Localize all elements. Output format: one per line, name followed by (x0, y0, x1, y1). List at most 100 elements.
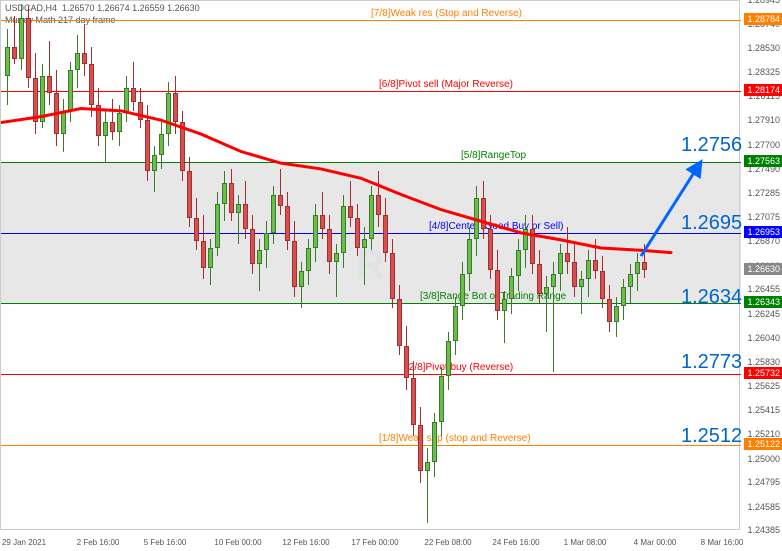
candle (348, 181, 353, 227)
symbol-label: USDCAD,H4 (5, 3, 57, 13)
candle (453, 297, 458, 355)
y-tick: 1.27700 (747, 140, 780, 150)
x-tick: 5 Feb 16:00 (144, 538, 187, 547)
price-badge: 1.25122 (744, 438, 782, 450)
candle (397, 285, 402, 355)
candle (61, 99, 66, 151)
candle (166, 82, 171, 146)
candle (530, 215, 535, 273)
y-tick: 1.28945 (747, 0, 780, 5)
candle (446, 332, 451, 390)
y-tick: 1.25830 (747, 357, 780, 367)
candle (152, 146, 157, 192)
chart-header: USDCAD,H4 1.26570 1.26674 1.26559 1.2663… (5, 3, 200, 13)
x-tick: 29 Jan 2021 (2, 538, 46, 547)
candle (600, 256, 605, 308)
y-tick: 1.28530 (747, 43, 780, 53)
candle (474, 186, 479, 256)
x-tick: 24 Feb 16:00 (492, 538, 539, 547)
candle (75, 35, 80, 87)
candle (243, 181, 248, 239)
murrey-label-7-8: [7/8]Weak res (Stop and Reverse) (371, 8, 522, 19)
candle (138, 88, 143, 129)
candle (614, 297, 619, 338)
candle (187, 157, 192, 227)
y-tick: 1.25415 (747, 405, 780, 415)
candle (628, 264, 633, 302)
candle (390, 239, 395, 309)
candle (369, 186, 374, 250)
y-tick: 1.25625 (747, 381, 780, 391)
candle (19, 4, 24, 70)
murrey-line-1-8 (1, 445, 741, 446)
candle (194, 198, 199, 250)
candle (551, 262, 556, 372)
candle (621, 279, 626, 320)
y-tick: 1.26870 (747, 236, 780, 246)
y-tick: 1.27075 (747, 212, 780, 222)
big-price-label: 1.2512 (681, 425, 742, 448)
price-badge: 1.25732 (744, 367, 782, 379)
y-tick: 1.27910 (747, 115, 780, 125)
candle (96, 88, 101, 146)
candle (579, 271, 584, 314)
x-tick: 12 Feb 16:00 (282, 538, 329, 547)
candle (110, 99, 115, 140)
y-tick: 1.26245 (747, 309, 780, 319)
price-badge: 1.26630 (744, 263, 782, 275)
price-badge: 1.26343 (744, 296, 782, 308)
candle (509, 268, 514, 314)
candle (33, 53, 38, 134)
murrey-line-3-8 (1, 303, 741, 304)
murrey-label-1-8: [1/8]Weak sup (stop and Reverse) (379, 433, 531, 444)
candle (271, 186, 276, 244)
murrey-line-2-8 (1, 374, 741, 375)
murrey-label-5-8: [5/8]RangeTop (461, 150, 526, 161)
candle (299, 262, 304, 308)
chart-container: USDCAD,H4 1.26570 1.26674 1.26559 1.2663… (0, 0, 782, 551)
plot-area[interactable]: USDCAD,H4 1.26570 1.26674 1.26559 1.2663… (0, 0, 740, 530)
big-price-label: 1.2756 (681, 134, 742, 157)
y-tick: 1.24795 (747, 477, 780, 487)
candle (103, 111, 108, 163)
candle (306, 239, 311, 285)
candle (250, 215, 255, 273)
candle (481, 181, 486, 239)
candle (173, 76, 178, 134)
candle (40, 64, 45, 128)
candle (12, 16, 17, 65)
murrey-label-4-8: [4/8]Center (Good Buy or Sell) (429, 221, 564, 232)
y-tick: 1.25000 (747, 454, 780, 464)
candle (215, 192, 220, 256)
candle (54, 70, 59, 146)
candle (488, 215, 493, 279)
candle (285, 192, 290, 250)
x-tick: 1 Mar 08:00 (564, 538, 607, 547)
candle (26, 6, 31, 87)
candle (236, 195, 241, 245)
candle (544, 276, 549, 332)
x-axis: 29 Jan 20212 Feb 16:005 Feb 16:0010 Feb … (0, 530, 740, 551)
candle (292, 221, 297, 297)
candle (124, 76, 129, 122)
candle (313, 204, 318, 262)
candle (642, 244, 647, 278)
candle (572, 244, 577, 296)
candle (82, 24, 87, 76)
candle (131, 62, 136, 111)
candle (5, 29, 10, 105)
x-tick: 2 Feb 16:00 (77, 538, 120, 547)
candle (607, 285, 612, 331)
candle (593, 239, 598, 280)
candle (341, 195, 346, 268)
murrey-line-7-8 (1, 20, 741, 21)
murrey-label-2-8: [2/8]Pivot buy (Reverse) (406, 362, 513, 373)
candle (418, 407, 423, 483)
candle (201, 215, 206, 279)
candle (327, 215, 332, 273)
candle (229, 169, 234, 221)
candle (537, 250, 542, 302)
murrey-line-6-8 (1, 91, 741, 92)
price-badge: 1.28784 (744, 13, 782, 25)
candle (264, 221, 269, 267)
